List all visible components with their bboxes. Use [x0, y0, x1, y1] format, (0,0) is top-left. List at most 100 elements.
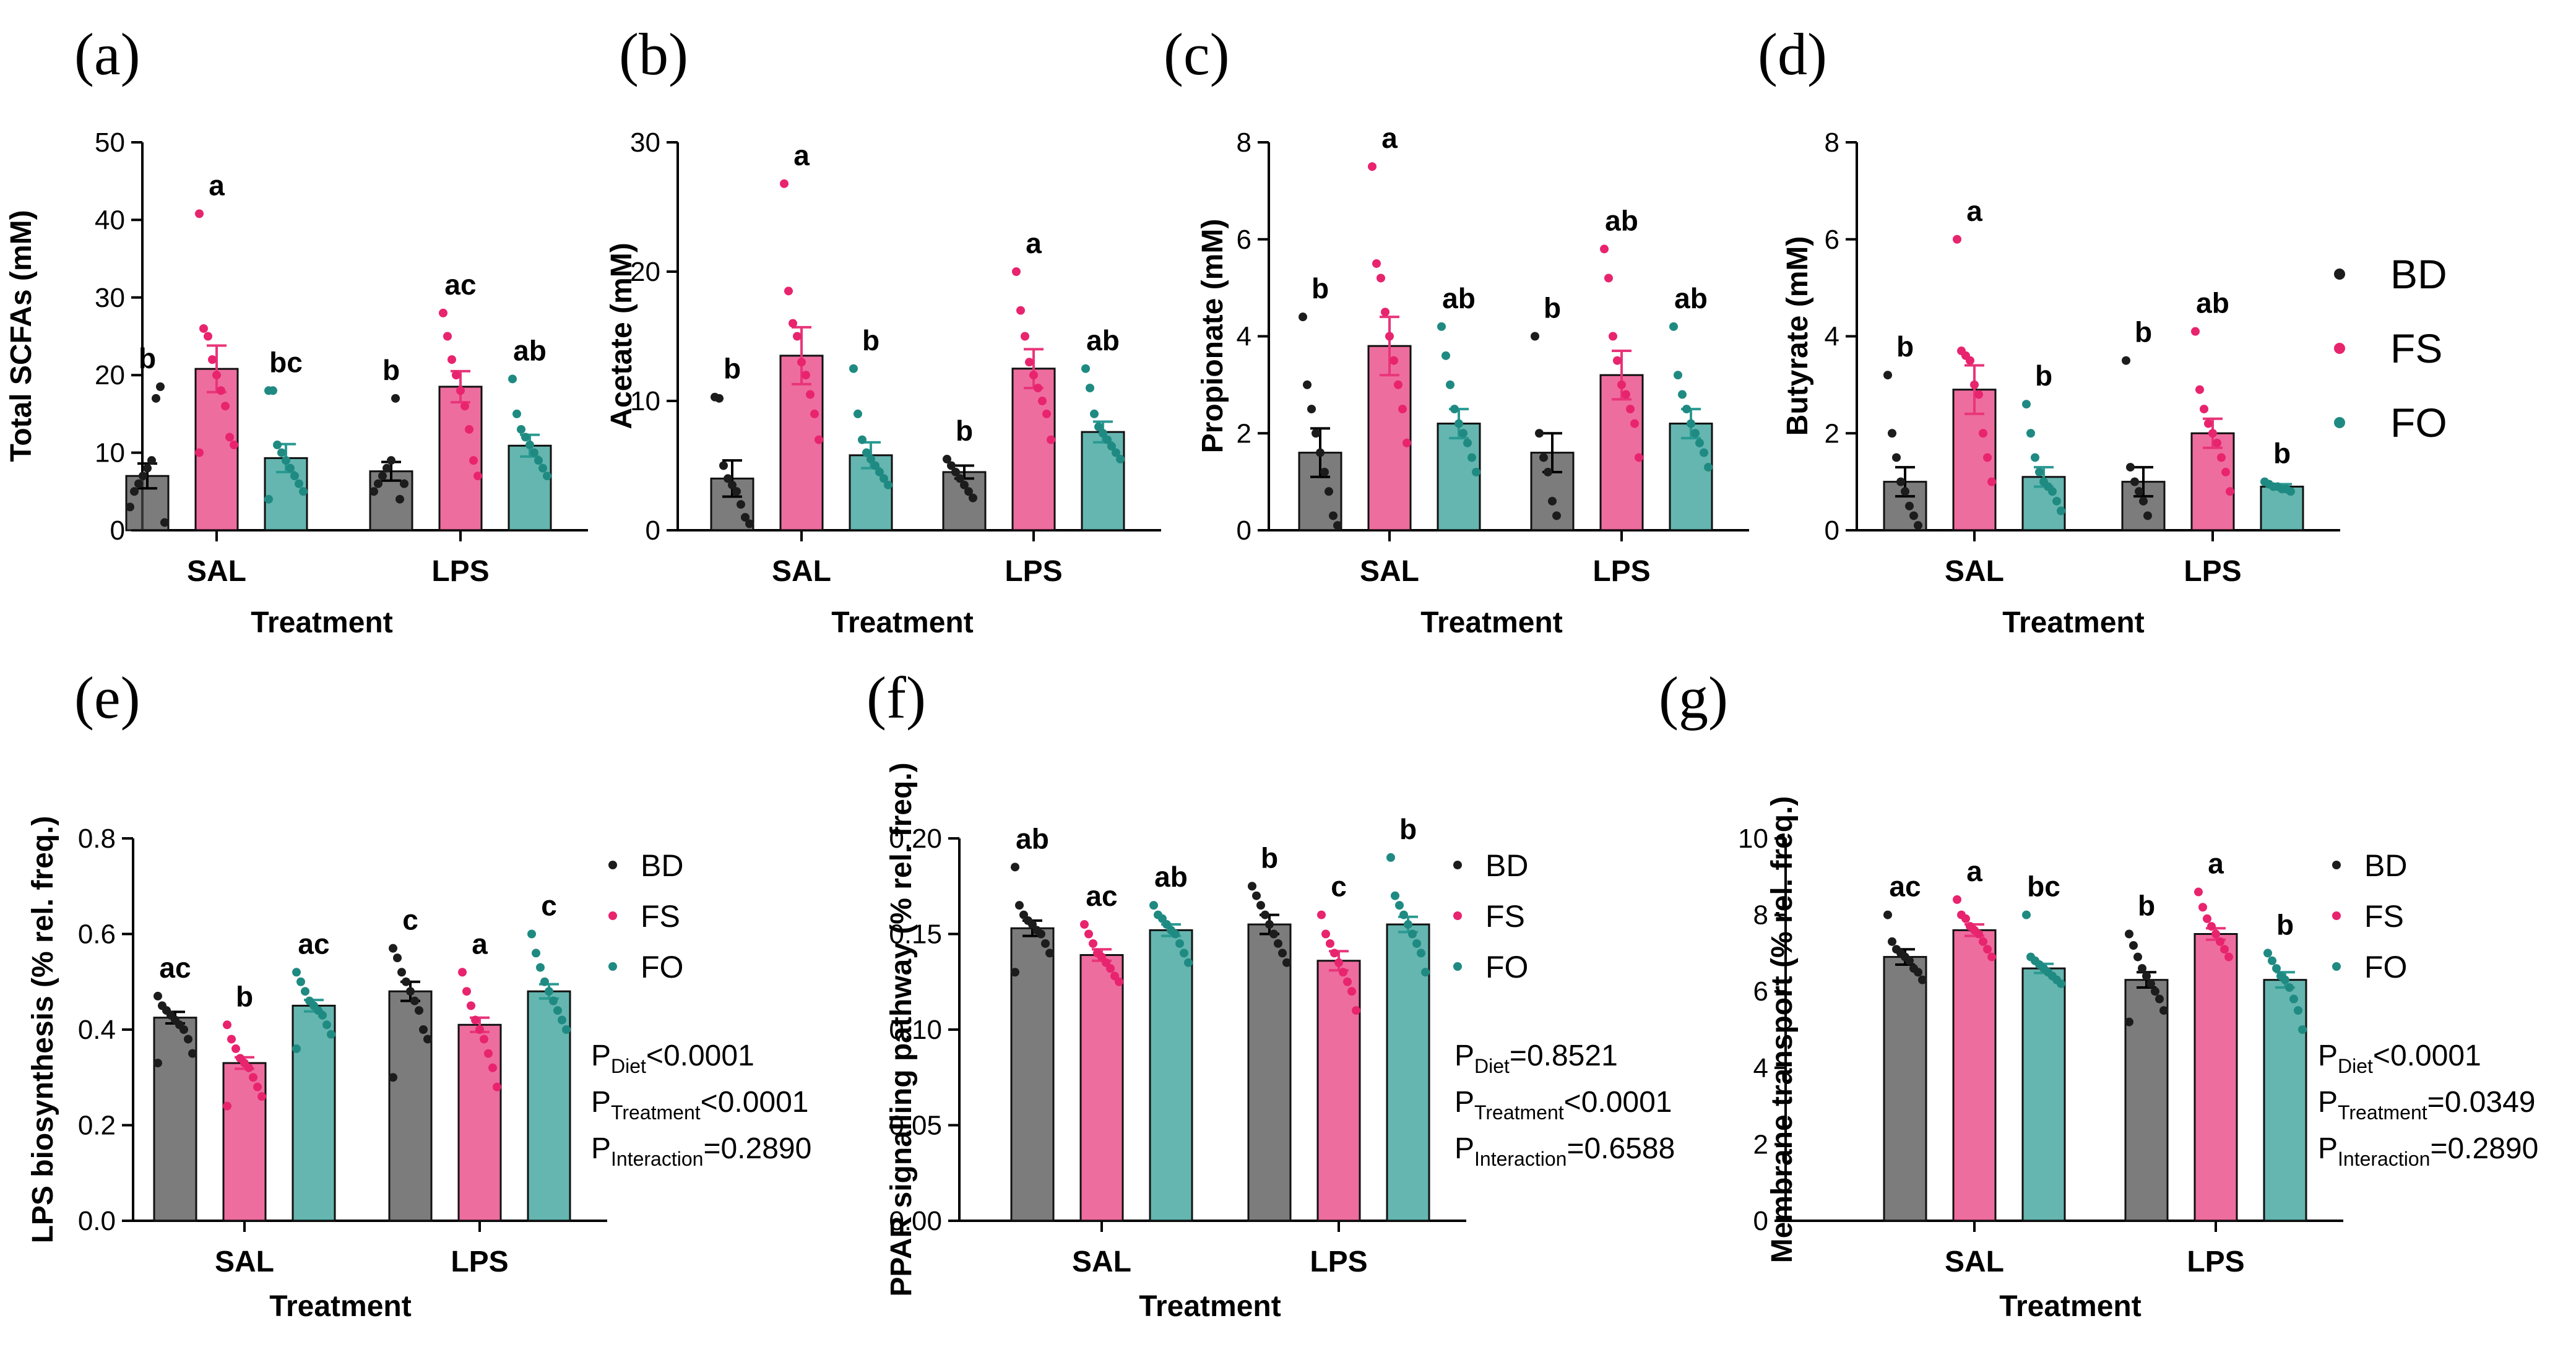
data-point [1535, 429, 1544, 438]
data-point [1539, 453, 1548, 462]
y-tick-label: 0 [1753, 1206, 1768, 1236]
panel-label: (g) [1659, 665, 1728, 731]
data-point [1094, 422, 1103, 431]
data-point [521, 433, 530, 442]
data-point [543, 471, 551, 481]
data-point [292, 1044, 301, 1053]
data-point [2130, 477, 2139, 486]
data-point [810, 409, 819, 418]
data-point [508, 374, 517, 384]
x-category-label: SAL [1945, 1246, 2004, 1278]
data-point [184, 1035, 192, 1044]
p-value-diet: PDiet<0.0001 [591, 1039, 754, 1077]
data-point [484, 1049, 493, 1058]
data-point [443, 332, 452, 341]
chart-panel-d: (d) 0 2 4 6 8 SAL LPS Treatment Butyrate (mM) b b a a… [1758, 21, 2340, 639]
data-point [1604, 273, 1613, 283]
data-point [2022, 910, 2031, 919]
data-point [1184, 958, 1193, 967]
data-point [1983, 945, 1992, 954]
data-point [2133, 952, 2142, 962]
data-point [1299, 312, 1307, 322]
y-tick-label: 0.15 [889, 919, 942, 950]
data-point [797, 358, 806, 367]
chart-panel-e: (e) 0.0 0.2 0.4 0.6 0.8 SAL LPS Treatment LPS bio… [27, 665, 811, 1323]
data-point [780, 179, 789, 188]
p-value-treatment: PTreatment=0.0349 [2318, 1086, 2536, 1124]
y-tick-label: 40 [95, 205, 125, 235]
data-point [1905, 956, 1914, 965]
data-point [2125, 929, 2133, 939]
significance-letter: ab [513, 334, 547, 366]
significance-letter: b [2138, 890, 2155, 922]
legend-marker-fo [2334, 417, 2345, 428]
y-tick-label: 2 [1825, 418, 1839, 449]
data-point [1352, 1006, 1360, 1015]
data-point [1149, 901, 1158, 910]
data-point [1368, 162, 1377, 171]
significance-letter: bc [2027, 871, 2060, 903]
legend-marker-fo [608, 962, 617, 971]
data-point [1918, 975, 1927, 984]
legend-marker-fs [1453, 911, 1462, 920]
y-tick-label: 0.6 [78, 919, 116, 950]
data-point [1099, 429, 1107, 438]
x-category-label: LPS [451, 1246, 508, 1278]
data-point [880, 474, 888, 483]
data-point [1106, 964, 1115, 973]
data-point [475, 1025, 484, 1034]
data-point [1045, 949, 1054, 958]
significance-letter: bc [269, 346, 303, 378]
data-point [1084, 929, 1093, 939]
y-tick-label: 0.2 [78, 1111, 116, 1141]
significance-letter: b [2273, 437, 2291, 470]
data-point [1386, 853, 1395, 862]
significance-letter: a [2208, 848, 2224, 880]
data-point [1394, 380, 1403, 389]
data-point [862, 448, 871, 457]
bar-fs-sal [1079, 953, 1124, 1222]
bar-fo-lps [1081, 431, 1125, 531]
data-point [1320, 467, 1329, 476]
data-point [943, 455, 951, 464]
data-point [212, 371, 221, 380]
data-point [488, 1063, 497, 1072]
significance-letter: ab [1016, 822, 1049, 854]
data-point [1274, 939, 1282, 948]
data-point [1974, 929, 1983, 939]
significance-letter: ac [159, 952, 191, 984]
data-point [1080, 920, 1089, 929]
data-point [299, 487, 308, 496]
data-point [1704, 463, 1713, 472]
data-point [467, 1001, 475, 1010]
data-point [2204, 419, 2213, 428]
y-tick-label: 20 [95, 360, 125, 390]
significance-letter: c [541, 890, 557, 922]
data-point [195, 448, 204, 457]
data-point [221, 402, 230, 411]
data-point [1905, 501, 1914, 510]
data-point [1042, 409, 1051, 418]
significance-letter: b [2035, 359, 2052, 392]
data-point [1326, 939, 1334, 948]
significance-letter: b [1399, 813, 1417, 845]
significance-letter: b [383, 354, 400, 386]
data-point [867, 455, 875, 464]
data-point [2285, 983, 2294, 992]
legend-label-fo: FO [1485, 950, 1528, 984]
data-point [223, 1020, 231, 1030]
legend-marker-bd [2334, 269, 2345, 280]
significance-letter: b [2276, 908, 2294, 940]
y-axis-title: PPAR signalling pathway (% rel. freq.) [885, 762, 918, 1296]
significance-letter: b [1312, 272, 1329, 304]
data-point [277, 448, 286, 457]
data-point [1421, 968, 1430, 977]
y-axis-title: Membrane transport (% rel. freq.) [1766, 796, 1799, 1263]
data-point [1966, 356, 1974, 365]
data-point [2281, 975, 2289, 984]
data-point [2208, 429, 2217, 438]
data-point [2221, 467, 2230, 476]
data-point [1395, 901, 1404, 910]
y-tick-label: 0.05 [889, 1111, 942, 1141]
bar-fo-lps [2263, 979, 2307, 1222]
